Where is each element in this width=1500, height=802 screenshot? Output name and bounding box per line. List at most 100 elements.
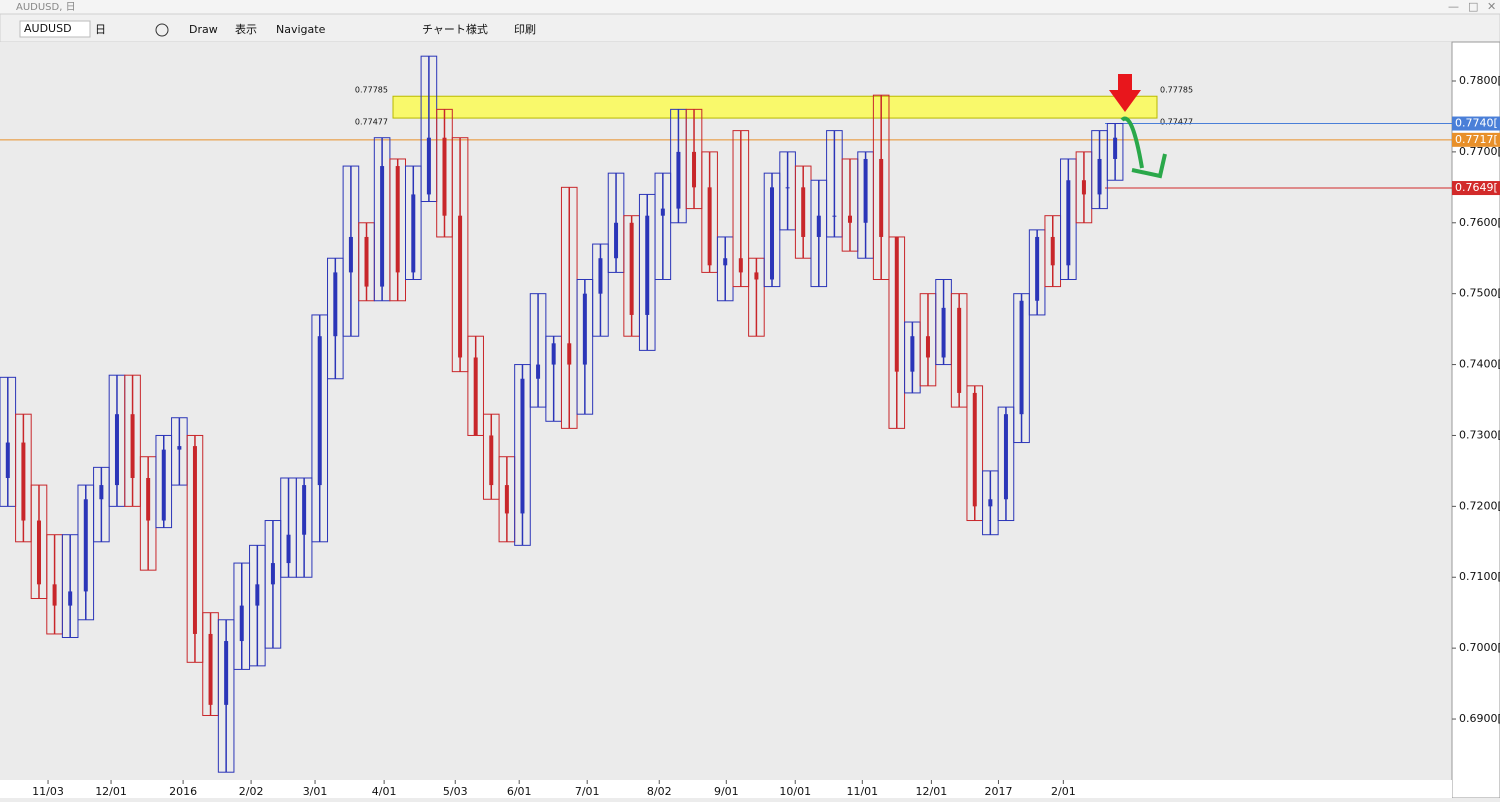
symbol-box[interactable] (19, 20, 91, 38)
candle-body (520, 378, 525, 514)
toolbar-item[interactable]: Navigate (276, 23, 326, 36)
maximize[interactable]: □ (1468, 0, 1478, 13)
title-bar (0, 0, 1500, 14)
y-tick-label: 0.7800[0 (1459, 74, 1500, 87)
candle-body (614, 222, 619, 259)
level-badge (1452, 116, 1500, 131)
candle-body (1113, 137, 1118, 159)
toolbar-item[interactable]: Draw (189, 23, 218, 36)
zone-label: 0.77477 (355, 118, 388, 127)
candle-body (801, 187, 806, 237)
plot-area (0, 42, 1452, 780)
candle-body (36, 520, 41, 585)
candle-body (551, 343, 556, 365)
resistance-zone (392, 95, 1158, 119)
x-tick-label: 12/01 (916, 785, 948, 798)
candle-body (5, 442, 10, 478)
candle-body (863, 158, 868, 223)
candle-body (286, 534, 291, 564)
candle-body (816, 215, 821, 237)
shape-tool[interactable] (155, 23, 169, 37)
x-tick-label: 4/01 (372, 785, 397, 798)
candle-body (21, 442, 26, 521)
level-badge (1452, 181, 1500, 196)
toolbar-item[interactable]: チャート様式 (422, 22, 488, 36)
candle-body (395, 166, 400, 273)
candle-body (988, 499, 993, 507)
candle-body (146, 477, 151, 521)
candle-body (83, 499, 88, 592)
candle-body (910, 336, 915, 372)
candle-body (941, 307, 946, 358)
x-tick-label: 11/01 (846, 785, 878, 798)
candle-body (738, 258, 743, 273)
candle-body (925, 336, 930, 358)
y-tick-label: 0.6900[0 (1459, 712, 1500, 725)
x-tick-label: 6/01 (507, 785, 532, 798)
candle-body (192, 446, 197, 634)
candle-body (177, 446, 182, 450)
toolbar-item[interactable]: 印刷 (514, 23, 536, 36)
candle-body (489, 435, 494, 486)
candle-body (692, 151, 697, 188)
candle-body (99, 485, 104, 500)
candle-body (832, 215, 837, 217)
candle-body (68, 591, 73, 606)
x-tick-label: 2016 (169, 785, 197, 798)
candle-body (1019, 300, 1024, 415)
candle-body (458, 215, 463, 358)
candle-body (894, 236, 899, 372)
y-tick-label: 0.7300[0 (1459, 428, 1500, 441)
x-tick-label: 3/01 (303, 785, 328, 798)
green-arrow (1120, 116, 1144, 169)
candle-body (161, 449, 166, 521)
candle-body (536, 364, 541, 379)
candle-body (224, 641, 229, 705)
candle-body (255, 584, 260, 606)
candle-body (645, 215, 650, 315)
x-tick-label: 7/01 (575, 785, 600, 798)
candle-body (317, 336, 322, 486)
zone-label: 0.77785 (355, 86, 388, 95)
candle-body (208, 633, 213, 705)
candle-body (598, 258, 603, 294)
y-tick-label: 0.7100[0 (1459, 570, 1500, 583)
x-tick-label: 8/02 (647, 785, 672, 798)
candle-body (1035, 236, 1040, 301)
candle-body (629, 222, 634, 315)
green-arrow-head (1131, 153, 1167, 179)
candle-body (770, 187, 775, 280)
window-title: AUDUSD, 日 (16, 2, 76, 13)
symbol: AUDUSD (24, 22, 72, 35)
candle-body (239, 605, 244, 642)
candle-body (302, 485, 307, 535)
candle-body (1066, 180, 1071, 266)
candle-body (1003, 414, 1008, 500)
y-tick-label: 0.7000[0 (1459, 641, 1500, 654)
x-tick-label: 5/03 (443, 785, 468, 798)
level-label: 0.7649[ (1455, 181, 1498, 194)
candle-body (504, 485, 509, 514)
candle-body (785, 187, 790, 189)
x-tick-label: 2/02 (239, 785, 264, 798)
candle-body (723, 258, 728, 266)
x-tick-label: 11/03 (32, 785, 64, 798)
x-tick-label: 2/01 (1051, 785, 1076, 798)
level-label: 0.7740[ (1455, 117, 1498, 130)
x-tick-label: 2017 (984, 785, 1012, 798)
candle-body (957, 307, 962, 393)
candle-body (348, 236, 353, 273)
toolbar-item[interactable]: 表示 (235, 22, 257, 36)
close[interactable]: ✕ (1487, 0, 1496, 13)
y-tick-label: 0.7200[0 (1459, 499, 1500, 512)
y-tick-label: 0.7600[0 (1459, 216, 1500, 229)
minimize[interactable]: — (1448, 0, 1459, 13)
candle-body (270, 563, 275, 585)
candle-body (879, 158, 884, 237)
timeframe[interactable]: 日 (95, 23, 106, 36)
candle-body (754, 272, 759, 280)
candle-body (1050, 236, 1055, 266)
y-tick-label: 0.7500[0 (1459, 287, 1500, 300)
x-tick-label: 10/01 (779, 785, 811, 798)
